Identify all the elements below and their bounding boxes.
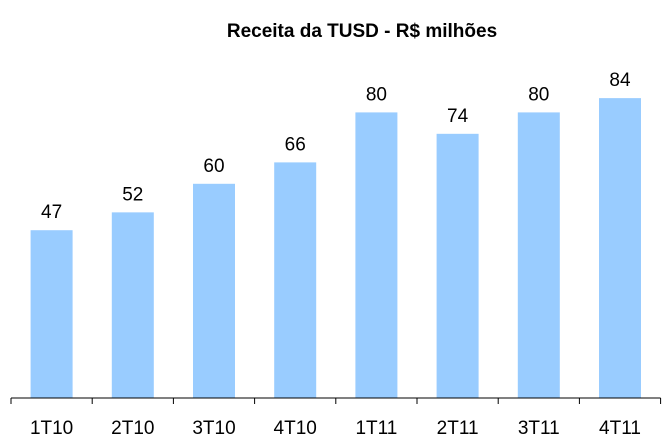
x-tick-label: 2T11	[437, 418, 479, 436]
data-label: 52	[122, 184, 143, 205]
x-tick-label: 1T11	[355, 418, 397, 436]
bar	[355, 112, 398, 399]
x-tick-label: 1T10	[30, 418, 73, 436]
data-label: 60	[203, 156, 224, 177]
bar	[111, 212, 154, 398]
data-label: 66	[285, 134, 306, 155]
data-label: 74	[447, 106, 469, 127]
data-label: 80	[366, 84, 387, 105]
chart-title: Receita da TUSD - R$ milhões	[227, 21, 497, 42]
x-tick-label: 3T11	[518, 418, 560, 436]
x-tick-label: 3T10	[192, 418, 235, 436]
bar	[436, 133, 479, 398]
bar	[30, 230, 73, 398]
data-label: 80	[528, 84, 549, 105]
x-tick-label: 2T10	[111, 418, 154, 436]
bar	[193, 183, 235, 398]
data-label: 84	[609, 70, 631, 91]
bar	[517, 112, 560, 399]
bar	[599, 98, 641, 399]
x-tick-label: 4T10	[274, 418, 317, 436]
data-label: 47	[41, 202, 62, 223]
bar	[274, 162, 317, 398]
x-tick-label: 4T11	[599, 418, 641, 436]
